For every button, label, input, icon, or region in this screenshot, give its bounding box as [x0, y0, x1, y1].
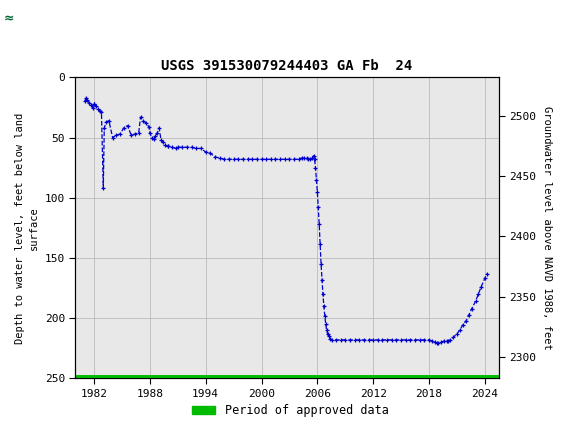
FancyBboxPatch shape	[3, 5, 35, 33]
Y-axis label: Groundwater level above NAVD 1988, feet: Groundwater level above NAVD 1988, feet	[542, 106, 552, 350]
Text: USGS: USGS	[39, 12, 86, 26]
Legend: Period of approved data: Period of approved data	[187, 399, 393, 422]
Y-axis label: Depth to water level, feet below land
surface: Depth to water level, feet below land su…	[15, 112, 39, 344]
Title: USGS 391530079244403 GA Fb  24: USGS 391530079244403 GA Fb 24	[161, 59, 413, 74]
Text: ≈: ≈	[4, 12, 15, 25]
